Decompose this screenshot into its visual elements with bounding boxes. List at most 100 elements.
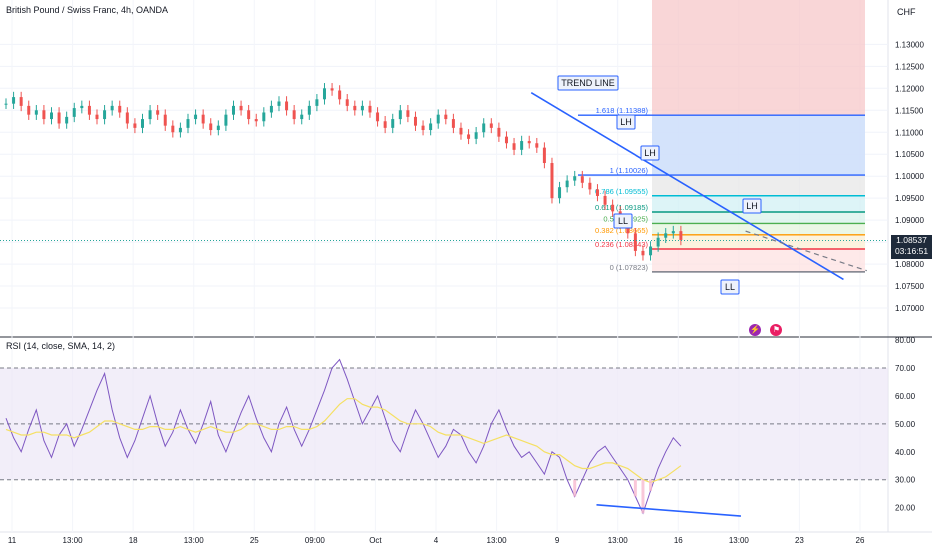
fib-extension-zone (652, 115, 865, 176)
candle-body (482, 123, 486, 133)
rsi-tick-label: 30.00 (895, 476, 916, 485)
time-tick-label: 13:00 (63, 536, 84, 545)
candle-body (588, 182, 592, 190)
candle-body (186, 119, 190, 128)
fib-zone (652, 175, 865, 196)
candle-body (148, 110, 152, 120)
candle-body (209, 123, 213, 131)
event-icons: ⚡ ⚑ (749, 319, 787, 337)
candle-body (49, 112, 53, 120)
rsi-tick-label: 70.00 (895, 364, 916, 373)
candle-body (315, 99, 319, 106)
candle-body (368, 105, 372, 113)
price-tick-label: 1.11500 (895, 106, 924, 115)
candle-body (345, 99, 349, 106)
time-tick-label: 25 (250, 536, 259, 545)
lightning-icon[interactable]: ⚡ (749, 324, 761, 336)
rsi-tick-label: 50.00 (895, 420, 916, 429)
rsi-tick-label: 20.00 (895, 504, 916, 513)
candle-body (95, 114, 99, 120)
time-tick-label: 18 (129, 536, 138, 545)
lh-label-3-box (742, 198, 762, 214)
candle-body (201, 114, 205, 124)
time-tick-label: 09:00 (305, 536, 326, 545)
candle-body (565, 180, 569, 188)
time-tick-label: 9 (555, 536, 560, 545)
ll-label-2: LL (725, 282, 735, 292)
bar-countdown: 03:16:51 (894, 246, 929, 256)
time-tick-label: 26 (856, 536, 865, 545)
rsi-line (5, 358, 682, 515)
candle-body (542, 147, 546, 164)
candle-body (353, 105, 357, 111)
candle-body (474, 132, 478, 139)
rsi-title: RSI (14, close, SMA, 14, 2) (6, 341, 116, 351)
candle-body (87, 105, 91, 115)
candle-body (489, 123, 493, 128)
candle-body (125, 112, 129, 124)
candle-body (603, 195, 607, 205)
candle-body (527, 141, 531, 144)
candle-body (277, 101, 281, 106)
candle-body (42, 110, 46, 120)
candle-body (595, 189, 599, 196)
candle-body (429, 123, 433, 131)
candle-body (679, 231, 683, 240)
candle-body (649, 246, 653, 256)
candle-body (330, 88, 334, 91)
candle-body (178, 127, 182, 133)
fib-target-zone (652, 0, 865, 116)
candle-body (656, 237, 660, 247)
rsi-tick-label: 40.00 (895, 448, 916, 457)
candle-body (633, 233, 637, 251)
time-tick-label: 13:00 (729, 536, 750, 545)
candle-body (611, 204, 615, 212)
candle-body (360, 105, 364, 111)
candle-body (467, 134, 471, 139)
time-tick-label: 4 (434, 536, 439, 545)
time-tick-label: 23 (795, 536, 804, 545)
candle-body (80, 105, 84, 109)
ll-label-2-box (720, 279, 740, 295)
price-tick-label: 1.09000 (895, 216, 924, 225)
candle-body (110, 105, 114, 111)
trend-line (530, 92, 844, 281)
price-tick-label: 1.12000 (895, 84, 924, 93)
flag-icon[interactable]: ⚑ (770, 324, 783, 336)
fib-zone (652, 249, 865, 272)
candle-body (664, 233, 668, 238)
fib-level-label: 0.382 (1.08665) (595, 226, 648, 235)
candle-body (254, 119, 258, 122)
candle-body (269, 105, 273, 113)
fib-level-label: 1 (1.10026) (610, 166, 649, 175)
rsi-tick-label: 80.00 (895, 336, 916, 345)
fib-level-label: 0 (1.07823) (610, 263, 649, 272)
candle-body (338, 90, 342, 100)
price-tick-label: 1.10500 (895, 150, 924, 159)
currency-label[interactable]: CHF (897, 7, 916, 17)
candle-body (103, 110, 107, 120)
candle-body (406, 110, 410, 117)
projection-line (745, 230, 867, 272)
candle-body (171, 125, 175, 133)
price-axis-bg (888, 0, 932, 550)
fib-level-label: 0.786 (1.09555) (595, 187, 648, 196)
price-tick-label: 1.10000 (895, 172, 924, 181)
time-tick-label: Oct (369, 536, 382, 545)
candle-body (118, 105, 122, 113)
rsi-ma-line (5, 398, 682, 484)
candle-body (224, 114, 228, 126)
lh-label-1: LH (620, 117, 632, 127)
trend-line-label: TREND LINE (561, 78, 615, 88)
time-tick-label: 13:00 (608, 536, 629, 545)
candle-body (520, 141, 524, 150)
candle-body (156, 110, 160, 115)
candle-body (641, 250, 645, 256)
candle-body (451, 119, 455, 128)
price-tick-label: 1.13000 (895, 40, 924, 49)
candle-body (307, 105, 311, 115)
rsi-divergence-line (596, 504, 742, 517)
candle-body (497, 127, 501, 137)
last-price-value: 1.08537 (896, 235, 927, 245)
